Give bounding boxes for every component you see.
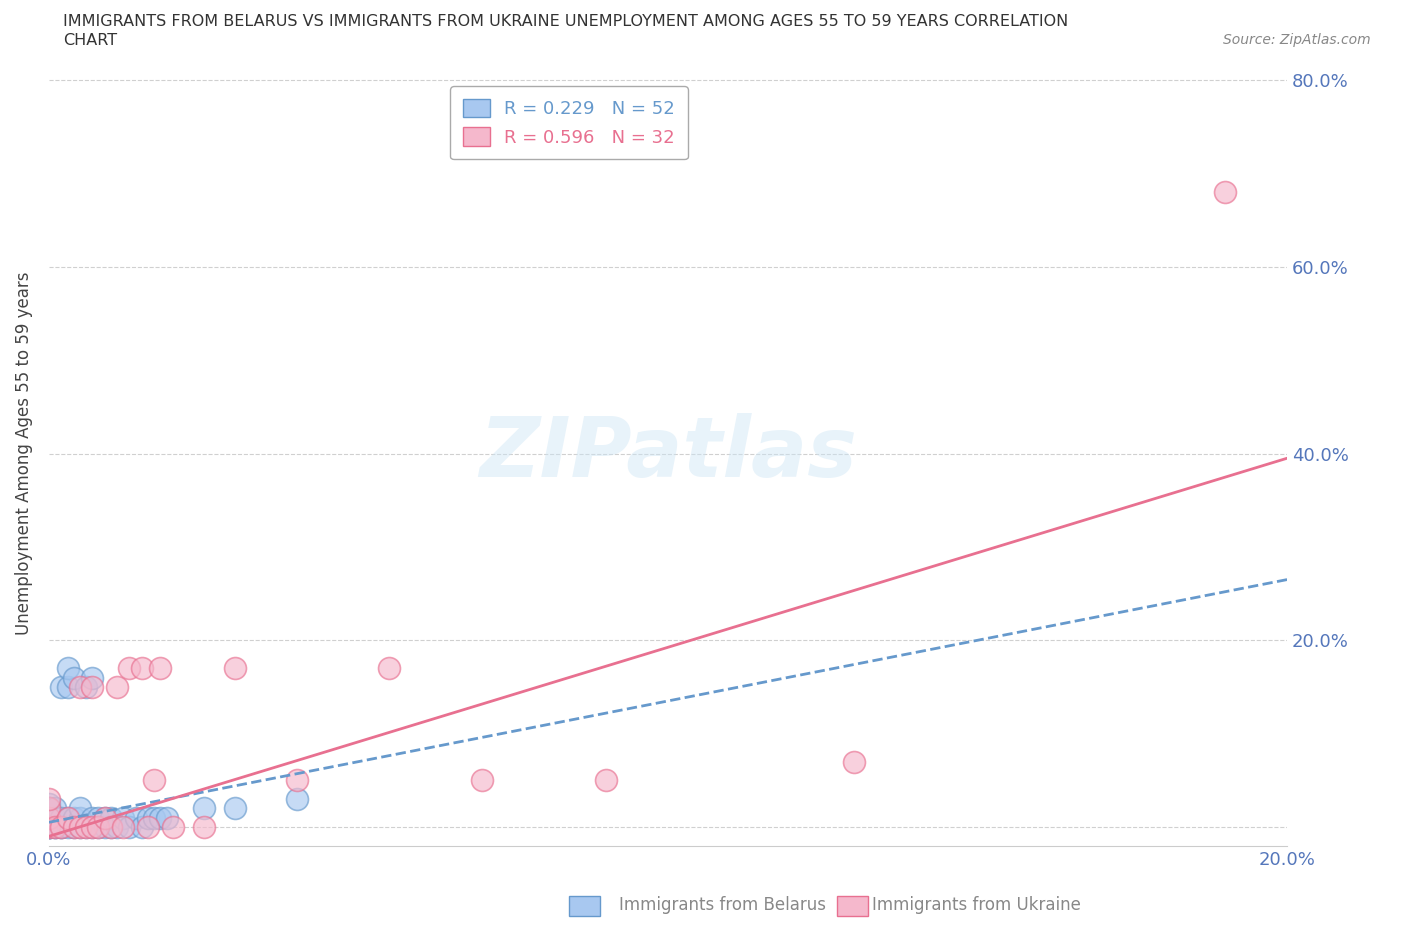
- Point: [131, 819, 153, 834]
- Text: IMMIGRANTS FROM BELARUS VS IMMIGRANTS FROM UKRAINE UNEMPLOYMENT AMONG AGES 55 TO: IMMIGRANTS FROM BELARUS VS IMMIGRANTS FR…: [63, 14, 1069, 29]
- Point: [193, 801, 215, 816]
- Point: [38, 791, 60, 806]
- Point: [69, 680, 91, 695]
- Point: [38, 810, 60, 825]
- Point: [44, 819, 66, 834]
- Point: [69, 801, 91, 816]
- Point: [162, 819, 184, 834]
- Point: [38, 801, 60, 816]
- Point: [51, 819, 73, 834]
- Point: [82, 680, 104, 695]
- Point: [38, 805, 60, 820]
- Point: [124, 810, 146, 825]
- Point: [93, 819, 115, 834]
- Point: [62, 810, 84, 825]
- Text: CHART: CHART: [63, 33, 117, 47]
- Point: [155, 810, 177, 825]
- Point: [378, 661, 401, 676]
- Point: [285, 791, 308, 806]
- Point: [1213, 185, 1236, 200]
- Point: [149, 661, 172, 676]
- Point: [44, 801, 66, 816]
- Point: [51, 819, 73, 834]
- Point: [100, 819, 122, 834]
- Y-axis label: Unemployment Among Ages 55 to 59 years: Unemployment Among Ages 55 to 59 years: [15, 272, 32, 635]
- Point: [56, 810, 79, 825]
- Point: [56, 810, 79, 825]
- Point: [285, 773, 308, 788]
- Point: [75, 680, 97, 695]
- Text: Source: ZipAtlas.com: Source: ZipAtlas.com: [1223, 33, 1371, 46]
- Point: [75, 819, 97, 834]
- Point: [87, 819, 110, 834]
- Point: [105, 819, 128, 834]
- Point: [69, 819, 91, 834]
- Point: [87, 819, 110, 834]
- Point: [100, 819, 122, 834]
- Point: [44, 819, 66, 834]
- Point: [82, 810, 104, 825]
- Point: [100, 810, 122, 825]
- Point: [69, 810, 91, 825]
- Text: Immigrants from Belarus: Immigrants from Belarus: [619, 896, 825, 914]
- Point: [38, 801, 60, 816]
- Point: [143, 773, 166, 788]
- Point: [44, 819, 66, 834]
- Point: [38, 801, 60, 816]
- Point: [136, 819, 159, 834]
- Point: [38, 819, 60, 834]
- Point: [56, 661, 79, 676]
- Point: [38, 810, 60, 825]
- Point: [471, 773, 494, 788]
- Point: [44, 810, 66, 825]
- Point: [149, 810, 172, 825]
- Point: [82, 819, 104, 834]
- Point: [38, 819, 60, 834]
- Point: [224, 801, 246, 816]
- Point: [112, 819, 135, 834]
- Point: [38, 819, 60, 834]
- Point: [118, 661, 141, 676]
- Point: [595, 773, 617, 788]
- Point: [51, 819, 73, 834]
- Point: [193, 819, 215, 834]
- Point: [143, 810, 166, 825]
- Point: [62, 819, 84, 834]
- Point: [62, 671, 84, 685]
- Point: [842, 754, 865, 769]
- Point: [38, 796, 60, 811]
- Point: [56, 819, 79, 834]
- Point: [44, 810, 66, 825]
- Text: ZIPatlas: ZIPatlas: [479, 413, 858, 494]
- Point: [75, 819, 97, 834]
- Point: [87, 810, 110, 825]
- Point: [112, 810, 135, 825]
- Point: [118, 819, 141, 834]
- Point: [69, 819, 91, 834]
- Point: [38, 819, 60, 834]
- Point: [51, 680, 73, 695]
- Point: [224, 661, 246, 676]
- Point: [82, 819, 104, 834]
- Point: [56, 680, 79, 695]
- Legend: R = 0.229   N = 52, R = 0.596   N = 32: R = 0.229 N = 52, R = 0.596 N = 32: [450, 86, 688, 159]
- Point: [136, 810, 159, 825]
- Text: Immigrants from Ukraine: Immigrants from Ukraine: [872, 896, 1081, 914]
- Point: [105, 680, 128, 695]
- Point: [51, 810, 73, 825]
- Point: [38, 810, 60, 825]
- Point: [93, 810, 115, 825]
- Point: [38, 819, 60, 834]
- Point: [93, 810, 115, 825]
- Point: [82, 671, 104, 685]
- Point: [62, 819, 84, 834]
- Point: [131, 661, 153, 676]
